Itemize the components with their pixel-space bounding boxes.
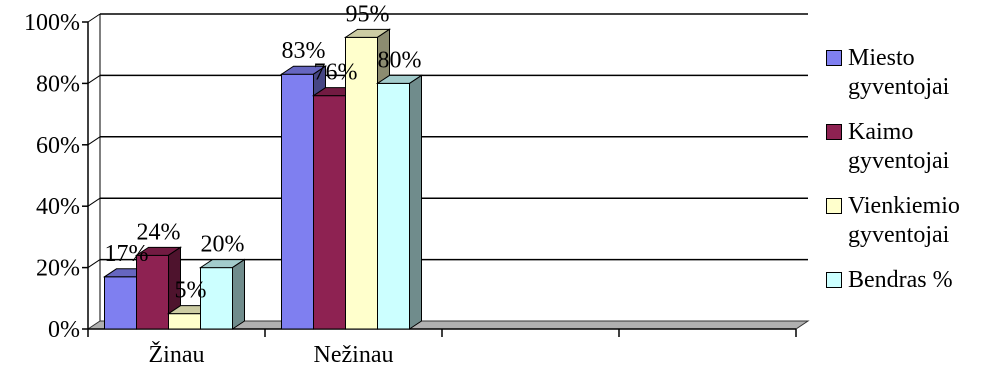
legend-swatch-kaimo (826, 124, 842, 140)
legend-label-miesto: Miesto gyventojai (848, 44, 949, 102)
bar (169, 314, 201, 329)
x-tick-label: Nežinau (314, 342, 394, 368)
chart-legend: Miesto gyventojai Kaimo gyventojai Vienk… (826, 44, 1001, 311)
legend-label-line1: Vienkiemio (848, 192, 960, 221)
bar-side (233, 260, 245, 329)
legend-swatch-vienkiemio (826, 198, 842, 214)
gridline-depth (88, 137, 100, 145)
legend-label-line1: Bendras % (848, 266, 953, 295)
gridline-depth (88, 75, 100, 83)
y-tick-label: 60% (36, 133, 80, 159)
legend-label-line1: Miesto (848, 44, 949, 73)
legend-label-vienkiemio: Vienkiemio gyventojai (848, 192, 960, 250)
data-label: 20% (201, 232, 245, 258)
legend-swatch-bendras (826, 272, 842, 288)
data-label: 95% (346, 1, 390, 27)
legend-label-line1: Kaimo (848, 118, 949, 147)
bar (105, 277, 137, 329)
gridline-depth (88, 260, 100, 268)
gridline-depth (88, 14, 100, 22)
y-tick-label: 0% (48, 317, 80, 343)
y-tick-label: 100% (24, 10, 80, 36)
bar-side (410, 75, 422, 329)
bar (282, 74, 314, 329)
legend-item-miesto: Miesto gyventojai (826, 44, 1001, 102)
gridline-depth (88, 198, 100, 206)
data-label: 80% (378, 47, 422, 73)
data-label: 5% (175, 278, 207, 304)
bar (314, 96, 346, 329)
legend-item-vienkiemio: Vienkiemio gyventojai (826, 192, 1001, 250)
legend-label-bendras: Bendras % (848, 266, 953, 295)
bar (378, 83, 410, 329)
gridlines (88, 14, 808, 268)
legend-label-line2: gyventojai (848, 147, 949, 176)
y-tick-label: 80% (36, 71, 80, 97)
bars (105, 29, 422, 329)
legend-item-bendras: Bendras % (826, 266, 1001, 295)
legend-item-kaimo: Kaimo gyventojai (826, 118, 1001, 176)
data-label: 24% (137, 219, 181, 245)
legend-label-line2: gyventojai (848, 73, 949, 102)
y-tick-label: 40% (36, 194, 80, 220)
legend-label-kaimo: Kaimo gyventojai (848, 118, 949, 176)
data-label: 76% (314, 60, 358, 86)
legend-swatch-miesto (826, 50, 842, 66)
legend-label-line2: gyventojai (848, 221, 960, 250)
x-tick-label: Žinau (149, 342, 205, 368)
y-tick-label: 20% (36, 256, 80, 282)
